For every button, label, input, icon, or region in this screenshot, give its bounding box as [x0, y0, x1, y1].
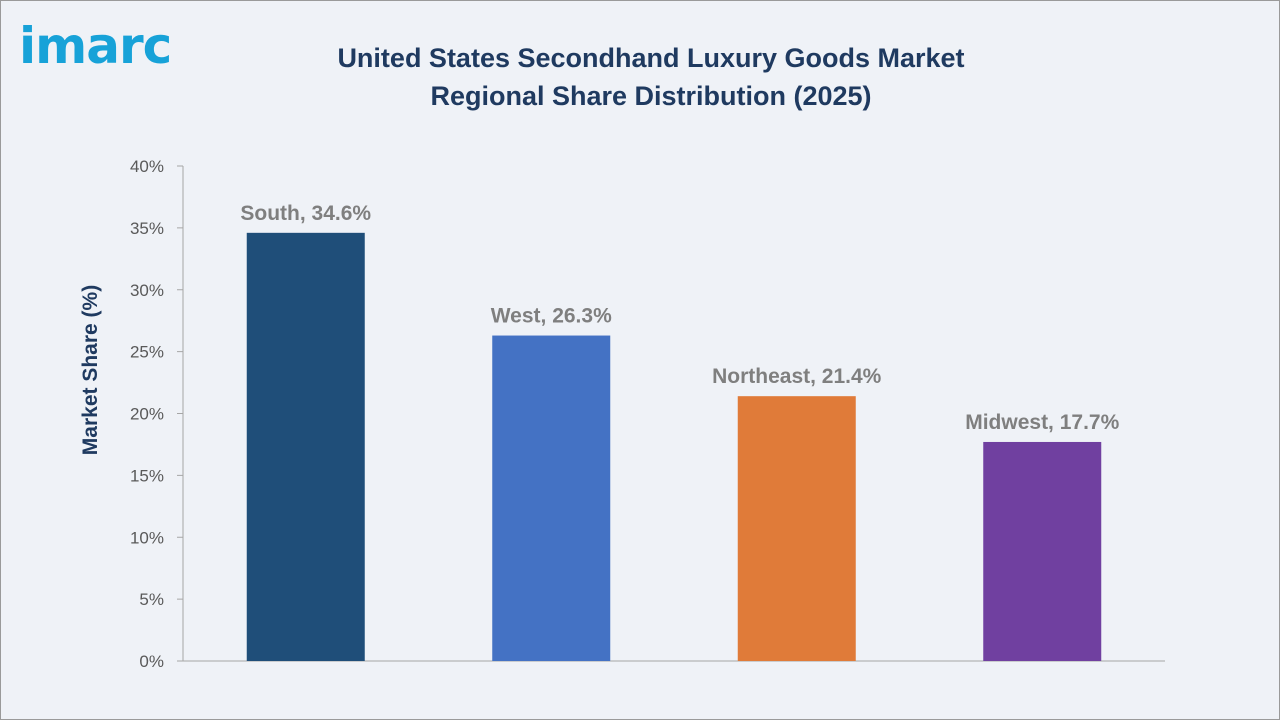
y-tick-label: 5% — [139, 590, 164, 609]
y-tick-label: 0% — [139, 652, 164, 671]
bar-midwest — [983, 441, 1102, 661]
data-label-midwest: Midwest, 17.7% — [965, 411, 1119, 434]
y-tick-label: 10% — [130, 528, 164, 547]
y-axis-label: Market Share (%) — [79, 285, 102, 455]
data-labels: South, 34.6% West, 26.3% Northeast, 21.4% M… — [240, 202, 1119, 434]
imarc-logo: imarc — [19, 17, 172, 75]
bars — [246, 232, 1102, 661]
y-tick-label: 20% — [130, 405, 164, 424]
y-tick-label: 30% — [130, 281, 164, 300]
chart-title: United States Secondhand Luxury Goods Ma… — [337, 43, 965, 111]
bar-northeast — [737, 396, 856, 661]
bar-west — [492, 335, 611, 661]
y-tick-label: 40% — [130, 157, 164, 176]
data-label-south: South, 34.6% — [240, 202, 371, 225]
y-axis: 0% 5% 10% 15% 20% 25% 30% 35% 40% — [130, 157, 1165, 671]
bar-south — [246, 232, 365, 661]
y-tick-label: 35% — [130, 219, 164, 238]
y-tick-label: 15% — [130, 466, 164, 485]
data-label-northeast: Northeast, 21.4% — [712, 365, 882, 388]
data-label-west: West, 26.3% — [491, 305, 612, 328]
y-tick-label: 25% — [130, 343, 164, 362]
